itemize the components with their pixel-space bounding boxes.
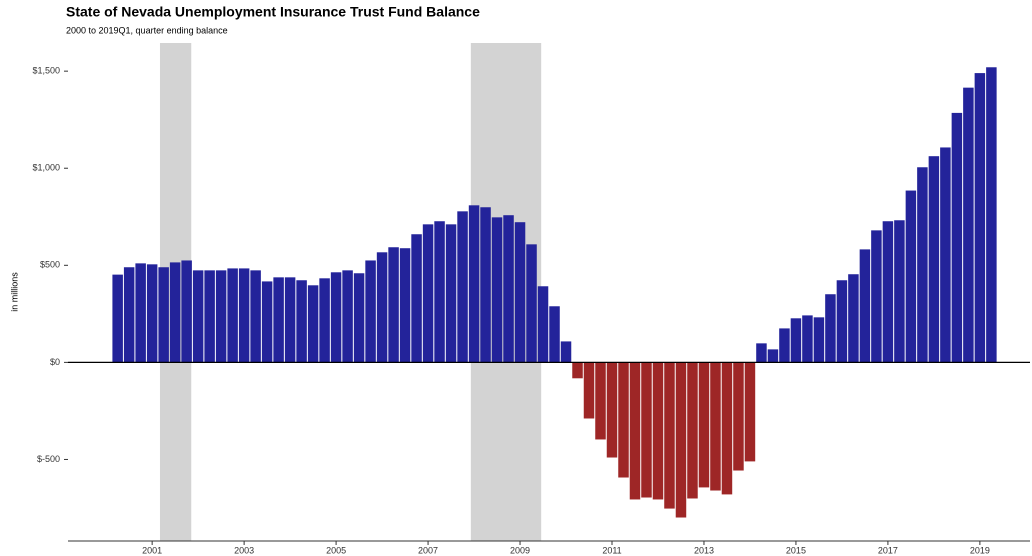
bar [802,315,813,363]
bar [951,112,963,363]
bar [675,362,687,518]
bar [491,217,503,363]
bar [342,270,353,363]
bar [756,343,767,363]
bar [595,362,606,440]
chart-subtitle: 2000 to 2019Q1, quarter ending balance [66,25,228,35]
x-tick-label: 2015 [786,545,806,555]
bar [928,156,940,363]
bar [307,285,319,363]
bar [204,270,215,363]
bar [767,349,779,363]
bar [537,286,549,363]
bar [169,262,181,363]
bar [514,222,526,363]
bar [894,220,905,363]
bar [664,362,675,509]
x-tick-label: 2003 [234,545,254,555]
bar [273,277,284,363]
bar [376,252,388,363]
bar [330,272,342,363]
bar [606,362,618,458]
x-tick-label: 2019 [970,545,990,555]
bar [123,267,135,363]
bar [790,318,802,363]
y-tick-label: $1,500 [32,66,60,76]
y-tick-label: $-500 [37,454,60,464]
bar [388,247,399,363]
x-tick-label: 2001 [142,545,162,555]
bar [192,270,204,363]
bar [848,274,859,363]
bar [261,281,273,363]
bar [974,73,986,363]
bar [250,270,261,363]
bar [905,190,917,363]
bar [146,264,158,363]
bar [526,244,537,363]
x-tick-label: 2011 [602,545,621,555]
bar [940,147,951,363]
bar [353,273,365,363]
x-tick-label: 2017 [878,545,898,555]
bar [503,215,514,363]
bar [882,221,894,363]
x-tick-label: 2007 [418,545,438,555]
y-tick-label: $500 [40,260,60,270]
bar [721,362,733,495]
bar [399,248,411,363]
bar [986,67,997,363]
bar [652,362,664,500]
bar [629,362,641,500]
bar [687,362,698,499]
bar [744,362,756,462]
bar [296,280,307,363]
y-axis-label: in millions [9,272,19,312]
bar [917,167,928,363]
bar [365,260,376,363]
bar [112,274,123,363]
bar [468,205,480,363]
chart-title: State of Nevada Unemployment Insurance T… [66,4,480,20]
bar [549,306,560,363]
bar [859,249,871,363]
bar [779,328,790,363]
bar [572,362,583,379]
x-tick-label: 2013 [694,545,714,555]
bar [825,294,836,363]
bar [480,207,491,363]
bar [319,278,330,363]
bar [813,317,825,363]
bar [583,362,595,419]
bar [434,221,445,363]
bar [641,362,652,498]
bar [238,268,250,363]
bar [560,341,572,363]
bar [457,211,468,363]
bar [733,362,744,471]
bar [871,230,882,363]
bar [422,224,434,363]
bar [710,362,721,491]
bar [618,362,629,478]
x-tick-label: 2009 [510,545,530,555]
bar [135,263,146,363]
bar [227,268,238,363]
bar [836,280,848,363]
bar [158,267,169,363]
bar [181,260,192,363]
bar [698,362,710,488]
x-tick-label: 2005 [326,545,346,555]
bar [284,277,296,363]
bar [215,270,227,363]
bar [963,87,974,363]
y-tick-label: $1,000 [32,163,60,173]
bar [411,234,422,363]
bar [445,224,457,363]
y-tick-label: $0 [50,357,60,367]
